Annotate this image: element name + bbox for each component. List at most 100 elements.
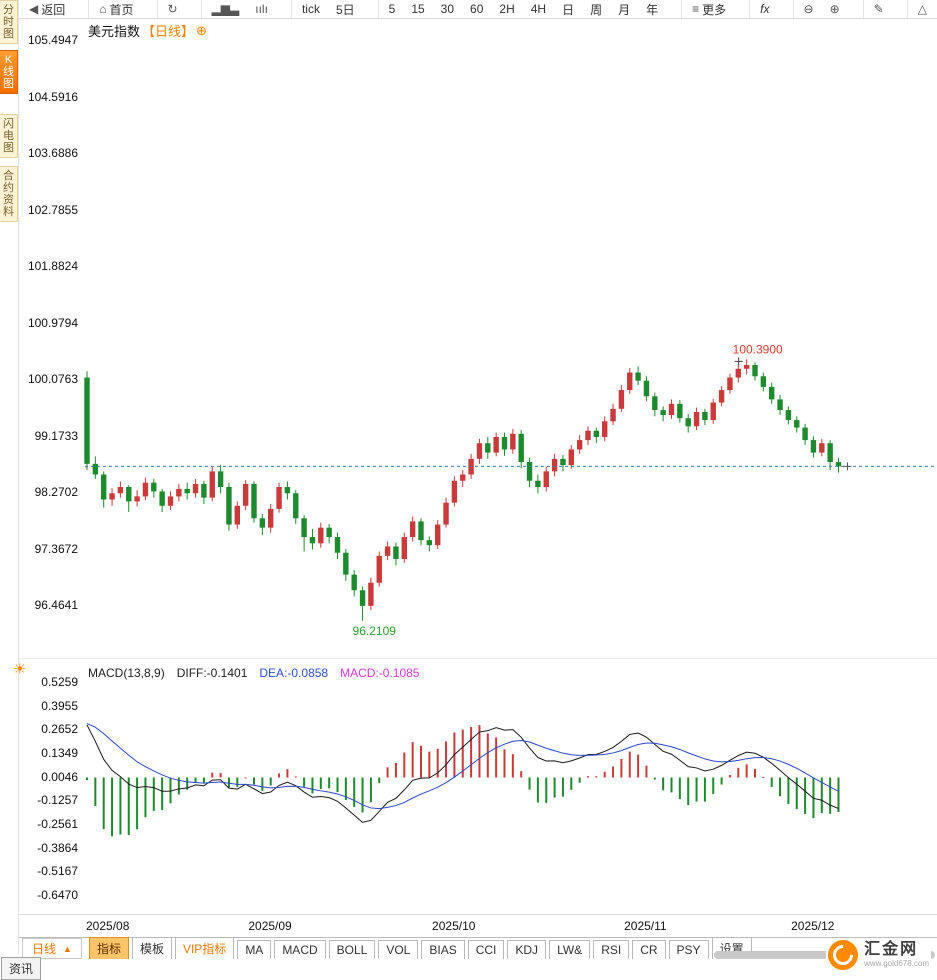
symbol-name: 美元指数 bbox=[88, 24, 141, 39]
toolbar-group: △ bbox=[906, 0, 937, 18]
indicator-tab-2[interactable]: 模板 bbox=[131, 937, 172, 959]
x-axis-label: 2025/08 bbox=[86, 919, 130, 933]
toolbar-label: 2H bbox=[499, 2, 515, 16]
toolbar-label: 周 bbox=[590, 2, 603, 17]
huijin-logo: 汇金网 www.gold678.com bbox=[826, 939, 931, 971]
sidebar-tab-4[interactable]: 合约资料 bbox=[0, 166, 18, 222]
period-4h-button[interactable]: 4H bbox=[523, 2, 554, 16]
logo-swirl-icon bbox=[828, 940, 858, 970]
period-day-button[interactable]: 日 bbox=[554, 1, 582, 18]
shapes-button[interactable]: △ bbox=[910, 2, 935, 16]
sidebar-tab-1[interactable]: 分时图 bbox=[0, 0, 18, 44]
macd-header: MACD(13,8,9) DIFF:-0.1401 DEA:-0.0858 MA… bbox=[88, 666, 419, 680]
indicator-tab-3[interactable]: VIP指标 bbox=[174, 937, 235, 959]
toolbar-group: 5 15 30 60 2H 4H 日周月年 bbox=[377, 0, 669, 18]
indicator-tab-10[interactable]: KDJ bbox=[507, 940, 547, 959]
draw-button[interactable]: ✎ bbox=[866, 2, 892, 16]
formula-button[interactable]: fx bbox=[752, 2, 777, 16]
home-icon: ⌂ bbox=[99, 2, 107, 16]
bottom-indicator-bar: 日线 ▲ 指标 模板 VIP指标 MA MACD BOLL VOL BIAS CCI KDJ LW&… bbox=[19, 937, 937, 959]
toolbar-group: tick 5日 bbox=[290, 0, 365, 18]
period-week-button[interactable]: 周 bbox=[582, 1, 610, 18]
toolbar-group: fx bbox=[749, 0, 779, 18]
indicator-tab-4[interactable]: MA bbox=[237, 940, 272, 959]
zoom-out-button[interactable]: ⊖ bbox=[796, 2, 822, 16]
toolbar-label: 日 bbox=[562, 2, 575, 17]
period-15m-button[interactable]: 15 bbox=[403, 2, 432, 16]
x-axis-label: 2025/09 bbox=[248, 919, 292, 933]
chevron-up-icon: ▲ bbox=[63, 943, 72, 954]
period-year-button[interactable]: 年 bbox=[638, 1, 666, 18]
indicator-tab-5[interactable]: MACD bbox=[274, 940, 326, 959]
x-axis-label: 2025/10 bbox=[432, 919, 476, 933]
toolbar-label: 首页 bbox=[109, 2, 134, 17]
toolbar-group: ▂▆▃ ıılı bbox=[200, 0, 278, 18]
refresh-icon: ↻ bbox=[167, 2, 178, 16]
toolbar-label: 年 bbox=[646, 2, 659, 17]
toolbar-label: tick bbox=[301, 2, 320, 16]
news-button[interactable]: 资讯 bbox=[1, 957, 42, 980]
x-axis-label: 2025/11 bbox=[624, 919, 667, 933]
sidebar-tab-2[interactable]: K线图 bbox=[0, 50, 18, 94]
zoom-in-icon: ⊕ bbox=[829, 2, 840, 16]
indicator-tab-13[interactable]: CR bbox=[632, 940, 666, 959]
volume-style-button[interactable]: ıılı bbox=[247, 2, 276, 16]
shapes-icon: △ bbox=[917, 2, 927, 16]
draw-icon: ✎ bbox=[873, 2, 884, 16]
indicator-tab-7[interactable]: VOL bbox=[378, 940, 419, 959]
indicator-settings-icon[interactable]: ☀ bbox=[13, 661, 27, 678]
timeframe-label: 【日线】 bbox=[142, 24, 195, 39]
macd-dea-value: DEA:-0.0858 bbox=[259, 666, 329, 680]
indicator-tab-12[interactable]: RSI bbox=[593, 940, 630, 959]
volume-style-icon: ıılı bbox=[255, 2, 268, 16]
toolbar-group: ✎ bbox=[862, 0, 894, 18]
toolbar-label: 月 bbox=[618, 2, 631, 17]
logo-text: 汇金网 www.gold678.com bbox=[864, 942, 929, 968]
add-to-favorites-icon[interactable]: ⊕ bbox=[196, 22, 207, 38]
home-button[interactable]: ⌂ 首页 bbox=[91, 1, 141, 18]
horizontal-scrollbar[interactable] bbox=[714, 951, 935, 959]
indicator-tab-6[interactable]: BOLL bbox=[328, 940, 376, 959]
logo-name: 汇金网 bbox=[864, 941, 919, 958]
macd-panel-area[interactable] bbox=[85, 662, 937, 912]
period-5m-button[interactable]: 5 bbox=[381, 2, 404, 16]
toolbar-label: 15 bbox=[411, 2, 425, 16]
toolbar-label: 30 bbox=[440, 2, 455, 16]
toolbar-label: 4H bbox=[530, 2, 547, 16]
period-5day-button[interactable]: 5日 bbox=[328, 1, 363, 18]
logo-url: www.gold678.com bbox=[864, 959, 929, 968]
toolbar-group: ≡ 更多 bbox=[681, 0, 736, 18]
zoom-out-icon: ⊖ bbox=[803, 2, 814, 16]
chart-type-sidebar: 分时图 K线图闪电图合约资料 bbox=[0, 0, 19, 955]
kline-style-icon: ▂▆▃ bbox=[211, 2, 240, 16]
toolbar-label: 更多 bbox=[702, 2, 727, 17]
period-selector[interactable]: 日线 ▲ bbox=[22, 938, 82, 959]
indicator-tab-9[interactable]: CCI bbox=[467, 940, 505, 959]
more-button[interactable]: ≡ 更多 bbox=[684, 1, 734, 18]
back-button[interactable]: ◀ 返回 bbox=[21, 1, 73, 18]
toolbar-group: ◀ 返回 bbox=[19, 0, 75, 18]
period-month-button[interactable]: 月 bbox=[610, 1, 638, 18]
indicator-tab-1[interactable]: 指标 bbox=[88, 937, 129, 959]
back-icon: ◀ bbox=[29, 2, 39, 16]
indicator-tab-14[interactable]: PSY bbox=[668, 940, 709, 959]
top-toolbar: ◀ 返回 ⌂ 首页 ↻ ▂▆▃ ıılı tick 5日 5 15 30 60 2H 4H 日周月年 ≡ 更多 fx… bbox=[19, 0, 937, 19]
macd-diff-value: DIFF:-0.1401 bbox=[176, 666, 248, 680]
indicator-tab-11[interactable]: LW& bbox=[549, 940, 591, 959]
axis-separator bbox=[19, 914, 937, 915]
toolbar-label: 5日 bbox=[335, 2, 355, 17]
refresh-button[interactable]: ↻ bbox=[160, 2, 186, 16]
indicator-tab-8[interactable]: BIAS bbox=[421, 940, 465, 959]
kline-style-button[interactable]: ▂▆▃ bbox=[204, 2, 248, 16]
period-60m-button[interactable]: 60 bbox=[462, 2, 491, 16]
sidebar-tab-3[interactable]: 闪电图 bbox=[0, 114, 18, 158]
period-2h-button[interactable]: 2H bbox=[491, 2, 522, 16]
period-tick-button[interactable]: tick bbox=[294, 2, 328, 16]
period-30m-button[interactable]: 30 bbox=[433, 2, 462, 16]
macd-params-label: MACD(13,8,9) bbox=[88, 666, 165, 680]
toolbar-group: ⊖ ⊕ bbox=[792, 0, 850, 18]
price-chart-area[interactable] bbox=[85, 20, 937, 655]
toolbar-label: fx bbox=[760, 2, 770, 16]
zoom-in-button[interactable]: ⊕ bbox=[822, 2, 848, 16]
toolbar-label: 5 bbox=[388, 2, 396, 16]
